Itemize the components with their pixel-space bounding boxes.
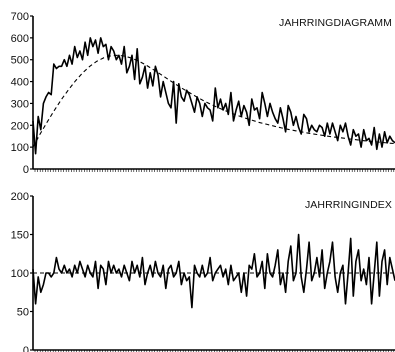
diagram-y-tick-label: 300 (11, 98, 29, 110)
index-y-tick-label: 100 (11, 268, 29, 280)
diagram-y-tick-label: 500 (11, 55, 29, 67)
index-y-tick-label: 200 (11, 191, 29, 203)
diagram-y-tick-label: 700 (11, 11, 29, 23)
diagram-trend-line (32, 54, 395, 148)
diagram-y-tick-label: 100 (11, 142, 29, 154)
diagram-y-tick-label: 400 (11, 77, 29, 89)
index-ring-series-line (32, 233, 395, 309)
diagram-y-tick-label: 600 (11, 33, 29, 45)
diagram-y-tick-label: 0 (23, 164, 29, 176)
index-y-tick-label: 0 (23, 345, 29, 352)
index-y-tick-label: 150 (11, 230, 29, 242)
diagram-ring-series-line (32, 37, 395, 155)
index-title: JAHRRINGINDEX (305, 199, 392, 211)
diagram-title: JAHRRINGDIAGRAMM (279, 17, 392, 29)
index-y-tick-label: 50 (17, 307, 29, 319)
diagram-y-tick-label: 200 (11, 120, 29, 132)
